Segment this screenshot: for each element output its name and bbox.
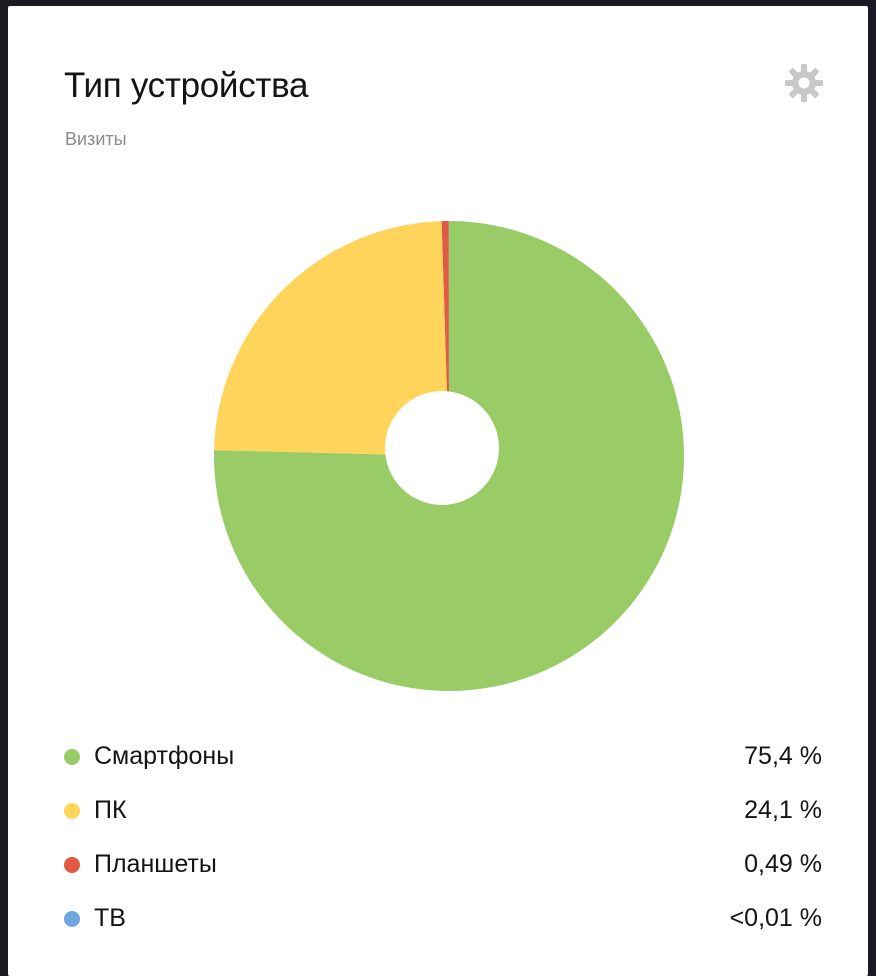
legend-item[interactable]: ПК 24,1 % [8,782,868,836]
legend-value: 24,1 % [744,796,822,824]
card-subtitle: Визиты [65,129,127,149]
legend-label: Смартфоны [94,742,235,770]
donut-hole [385,391,499,505]
legend-item[interactable]: Планшеты 0,49 % [8,836,868,890]
device-donut-chart [213,220,684,691]
legend-color-dot [64,857,80,873]
legend-item[interactable]: ТВ <0,01 % [8,890,868,944]
legend-value: <0,01 % [729,904,822,932]
legend-label: ТВ [94,904,126,932]
legend-value: 0,49 % [744,850,822,878]
legend-item[interactable]: Смартфоны 75,4 % [8,728,868,782]
legend-value: 75,4 % [744,742,822,770]
legend-color-dot [64,749,80,765]
device-type-card: Тип устройства Визиты Смартфоны 75,4 % ПК 2… [8,6,868,976]
legend-label: Планшеты [94,850,217,878]
card-title: Тип устройства [64,66,309,105]
gear-icon[interactable] [782,61,826,105]
pie-slice[interactable] [214,221,449,456]
legend-color-dot [64,803,80,819]
legend-label: ПК [94,796,127,824]
legend-color-dot [64,911,80,927]
